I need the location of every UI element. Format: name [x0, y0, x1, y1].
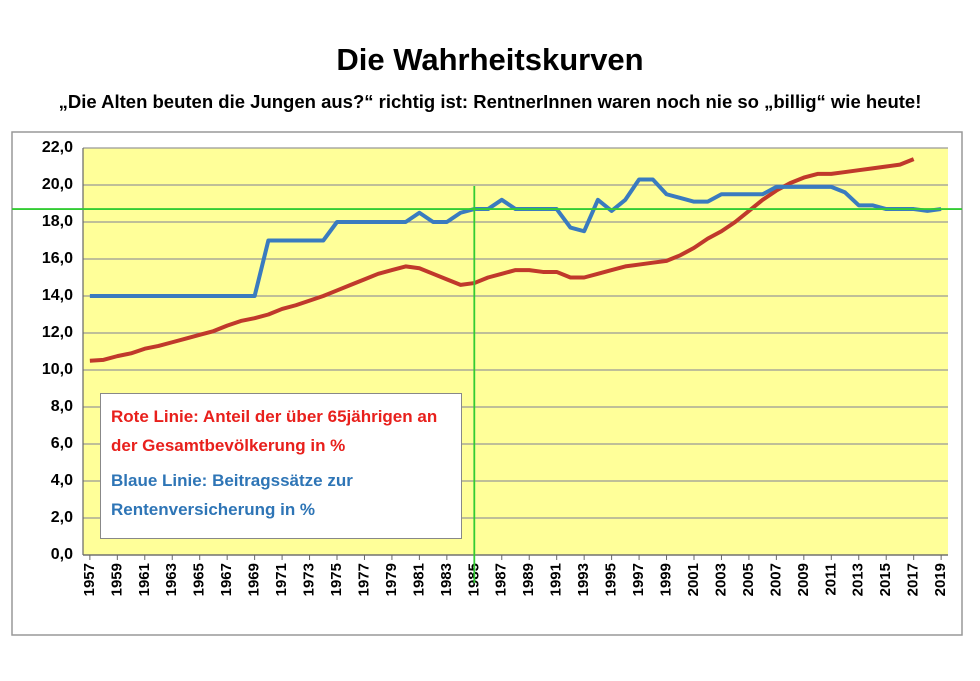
- y-tick-label: 12,0: [42, 324, 73, 341]
- x-tick-label: 1993: [575, 563, 592, 596]
- x-tick-label: 1977: [355, 563, 372, 596]
- x-tick-label: 1961: [136, 563, 153, 596]
- x-tick-label: 1989: [520, 563, 537, 596]
- y-tick-label: 20,0: [42, 176, 73, 193]
- x-tick-label: 2011: [822, 563, 839, 596]
- x-tick-label: 1991: [548, 563, 565, 596]
- x-tick-label: 1965: [191, 563, 208, 596]
- x-tick-label: 2013: [850, 563, 867, 596]
- y-tick-label: 22,0: [42, 139, 73, 156]
- y-tick-label: 18,0: [42, 213, 73, 230]
- x-tick-label: 2009: [795, 563, 812, 596]
- x-tick-label: 1987: [493, 563, 510, 596]
- y-tick-label: 0,0: [51, 546, 73, 563]
- y-tick-label: 2,0: [51, 509, 73, 526]
- x-tick-label: 1963: [163, 563, 180, 596]
- x-tick-label: 1967: [218, 563, 235, 596]
- x-tick-label: 1981: [410, 563, 427, 596]
- y-tick-label: 10,0: [42, 361, 73, 378]
- x-tick-label: 1959: [108, 563, 125, 596]
- x-tick-label: 2019: [932, 563, 949, 596]
- x-tick-label: 2001: [685, 563, 702, 596]
- legend: Rote Linie: Anteil der über 65jährigen a…: [100, 393, 462, 539]
- x-tick-label: 2017: [905, 563, 922, 596]
- x-tick-label: 1969: [246, 563, 263, 596]
- legend-entry: Rote Linie: Anteil der über 65jährigen a…: [111, 407, 438, 455]
- x-tick-label: 1973: [301, 563, 318, 596]
- y-tick-label: 8,0: [51, 398, 73, 415]
- y-tick-label: 4,0: [51, 472, 73, 489]
- x-tick-label: 1999: [658, 563, 675, 596]
- y-tick-label: 6,0: [51, 435, 73, 452]
- chart-subtitle: „Die Alten beuten die Jungen aus?“ richt…: [59, 91, 922, 112]
- x-tick-label: 1995: [603, 563, 620, 596]
- y-tick-label: 16,0: [42, 250, 73, 267]
- x-tick-label: 2007: [767, 563, 784, 596]
- legend-entry: Blaue Linie: Beitragssätze zur Rentenver…: [111, 471, 353, 519]
- x-tick-label: 1971: [273, 563, 290, 596]
- x-tick-label: 2003: [712, 563, 729, 596]
- x-tick-label: 1983: [438, 563, 455, 596]
- x-tick-label: 2005: [740, 563, 757, 596]
- series-line: [89, 157, 915, 363]
- x-tick-label: 1997: [630, 563, 647, 596]
- x-tick-label: 1975: [328, 563, 345, 596]
- x-tick-label: 1979: [383, 563, 400, 596]
- y-tick-label: 14,0: [42, 287, 73, 304]
- x-tick-label: 1957: [81, 563, 98, 596]
- chart-title: Die Wahrheitskurven: [336, 42, 643, 77]
- x-tick-label: 2015: [877, 563, 894, 596]
